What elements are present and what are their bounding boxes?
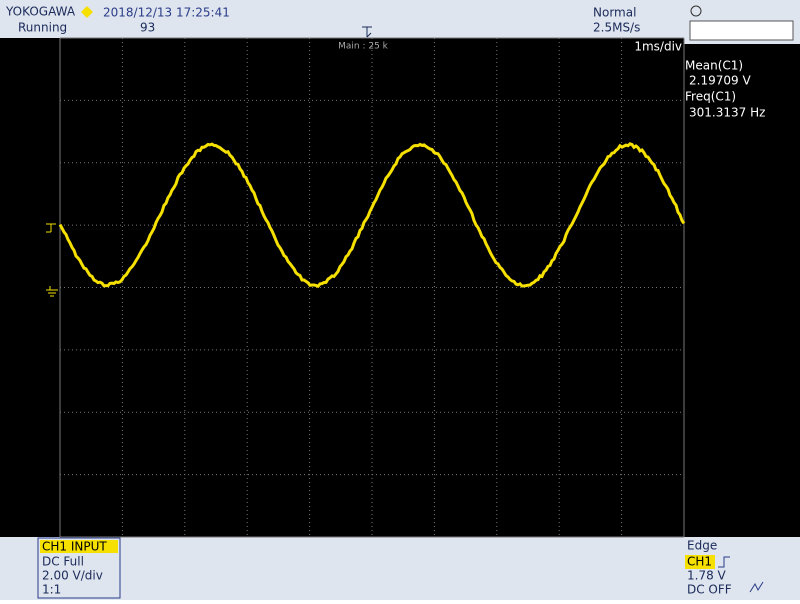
channel-scale: 2.00 V/div xyxy=(42,569,103,583)
mode: Normal xyxy=(593,6,636,20)
channel-title: CH1 INPUT xyxy=(42,540,107,554)
zoom: Main : 25 k xyxy=(338,42,389,52)
trigger-type: Edge xyxy=(687,539,717,553)
measure-label: Freq(C1) xyxy=(685,90,736,104)
sample-rate: 2.5MS/s xyxy=(593,21,640,35)
status: Running xyxy=(18,21,67,35)
trigger-level: 1.78 V xyxy=(687,569,727,583)
timebase: 1ms/div xyxy=(634,40,682,54)
measure-value: 2.19709 V xyxy=(689,74,751,88)
measure-value: 301.3137 Hz xyxy=(689,106,765,120)
trigger-coupling: DC OFF xyxy=(687,583,732,597)
trigger-source: CH1 xyxy=(687,555,712,569)
measure-label: Mean(C1) xyxy=(685,59,743,73)
channel-probe: 1:1 xyxy=(42,583,61,597)
input-box[interactable] xyxy=(690,21,793,40)
brand: YOKOGAWA xyxy=(5,5,76,19)
datetime: 2018/12/13 17:25:41 xyxy=(103,6,230,20)
count: 93 xyxy=(140,21,155,35)
channel-coupling: DC Full xyxy=(42,555,84,569)
